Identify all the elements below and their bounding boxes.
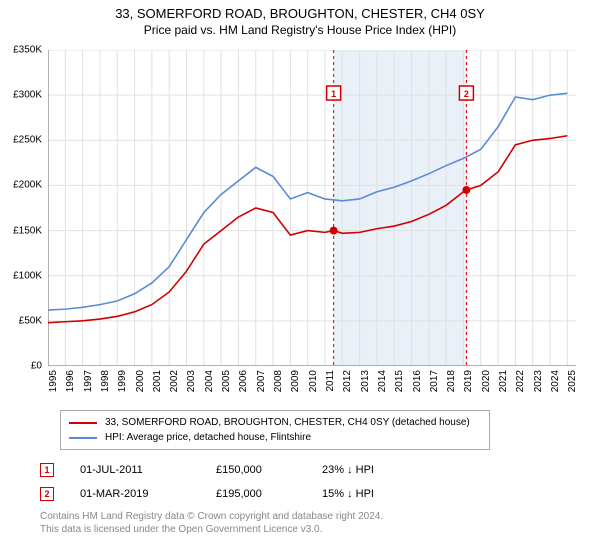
legend-row: 33, SOMERFORD ROAD, BROUGHTON, CHESTER, … (69, 415, 481, 430)
sale-data-rows: 1 01-JUL-2011 £150,000 23% ↓ HPI2 01-MAR… (40, 458, 422, 506)
x-axis-tick: 2018 (446, 370, 457, 392)
legend-swatch-red (69, 422, 97, 424)
sale-marker: 1 (40, 463, 54, 477)
line-chart: 12 (48, 50, 576, 366)
y-axis-tick: £200K (13, 180, 42, 191)
x-axis-tick: 2022 (515, 370, 526, 392)
x-axis-tick: 2006 (238, 370, 249, 392)
legend: 33, SOMERFORD ROAD, BROUGHTON, CHESTER, … (60, 410, 490, 450)
y-axis-tick: £300K (13, 90, 42, 101)
x-axis-tick: 2024 (550, 370, 561, 392)
footer-line: This data is licensed under the Open Gov… (40, 523, 383, 536)
x-axis-tick: 2015 (394, 370, 405, 392)
chart-area: £0£50K£100K£150K£200K£250K£300K£350K 199… (48, 50, 576, 398)
x-axis-tick: 2021 (498, 370, 509, 392)
y-axis-tick: £50K (19, 315, 42, 326)
sale-date: 01-JUL-2011 (80, 464, 190, 476)
y-axis-tick: £100K (13, 270, 42, 281)
svg-text:1: 1 (331, 89, 336, 99)
attribution: Contains HM Land Registry data © Crown c… (40, 510, 383, 536)
sale-data-row: 1 01-JUL-2011 £150,000 23% ↓ HPI (40, 458, 422, 482)
footer-line: Contains HM Land Registry data © Crown c… (40, 510, 383, 523)
chart-title: 33, SOMERFORD ROAD, BROUGHTON, CHESTER, … (0, 0, 600, 21)
x-axis-tick: 2011 (325, 370, 336, 392)
sale-price: £150,000 (216, 464, 296, 476)
sale-price: £195,000 (216, 488, 296, 500)
x-axis-tick: 2004 (204, 370, 215, 392)
sale-pct-vs-hpi: 15% ↓ HPI (322, 488, 422, 500)
x-axis-tick: 2017 (429, 370, 440, 392)
x-axis-tick: 2007 (256, 370, 267, 392)
chart-subtitle: Price paid vs. HM Land Registry's House … (0, 21, 600, 41)
legend-swatch-blue (69, 437, 97, 439)
y-axis-tick: £250K (13, 135, 42, 146)
y-axis-tick: £0 (31, 361, 42, 372)
x-axis-tick: 2008 (273, 370, 284, 392)
x-axis-tick: 2025 (567, 370, 578, 392)
x-axis-tick: 1996 (65, 370, 76, 392)
x-axis-tick: 2000 (135, 370, 146, 392)
x-axis-tick: 2023 (533, 370, 544, 392)
x-axis-tick: 2013 (360, 370, 371, 392)
x-axis-tick: 2005 (221, 370, 232, 392)
x-axis-tick: 1997 (83, 370, 94, 392)
sale-marker: 2 (40, 487, 54, 501)
x-axis-tick: 2014 (377, 370, 388, 392)
y-axis-tick: £150K (13, 225, 42, 236)
sale-pct-vs-hpi: 23% ↓ HPI (322, 464, 422, 476)
x-axis-tick: 2003 (186, 370, 197, 392)
x-axis-tick: 2001 (152, 370, 163, 392)
sale-date: 01-MAR-2019 (80, 488, 190, 500)
svg-text:2: 2 (464, 89, 469, 99)
x-axis-tick: 1995 (48, 370, 59, 392)
legend-label: HPI: Average price, detached house, Flin… (105, 430, 311, 445)
x-axis-tick: 2016 (412, 370, 423, 392)
legend-row: HPI: Average price, detached house, Flin… (69, 430, 481, 445)
x-axis-tick: 2012 (342, 370, 353, 392)
sale-data-row: 2 01-MAR-2019 £195,000 15% ↓ HPI (40, 482, 422, 506)
x-axis-tick: 2020 (481, 370, 492, 392)
legend-label: 33, SOMERFORD ROAD, BROUGHTON, CHESTER, … (105, 415, 470, 430)
y-axis-tick: £350K (13, 45, 42, 56)
x-axis-tick: 2009 (290, 370, 301, 392)
x-axis-tick: 2019 (463, 370, 474, 392)
x-axis-tick: 2010 (308, 370, 319, 392)
x-axis-tick: 1999 (117, 370, 128, 392)
x-axis-tick: 2002 (169, 370, 180, 392)
x-axis-tick: 1998 (100, 370, 111, 392)
